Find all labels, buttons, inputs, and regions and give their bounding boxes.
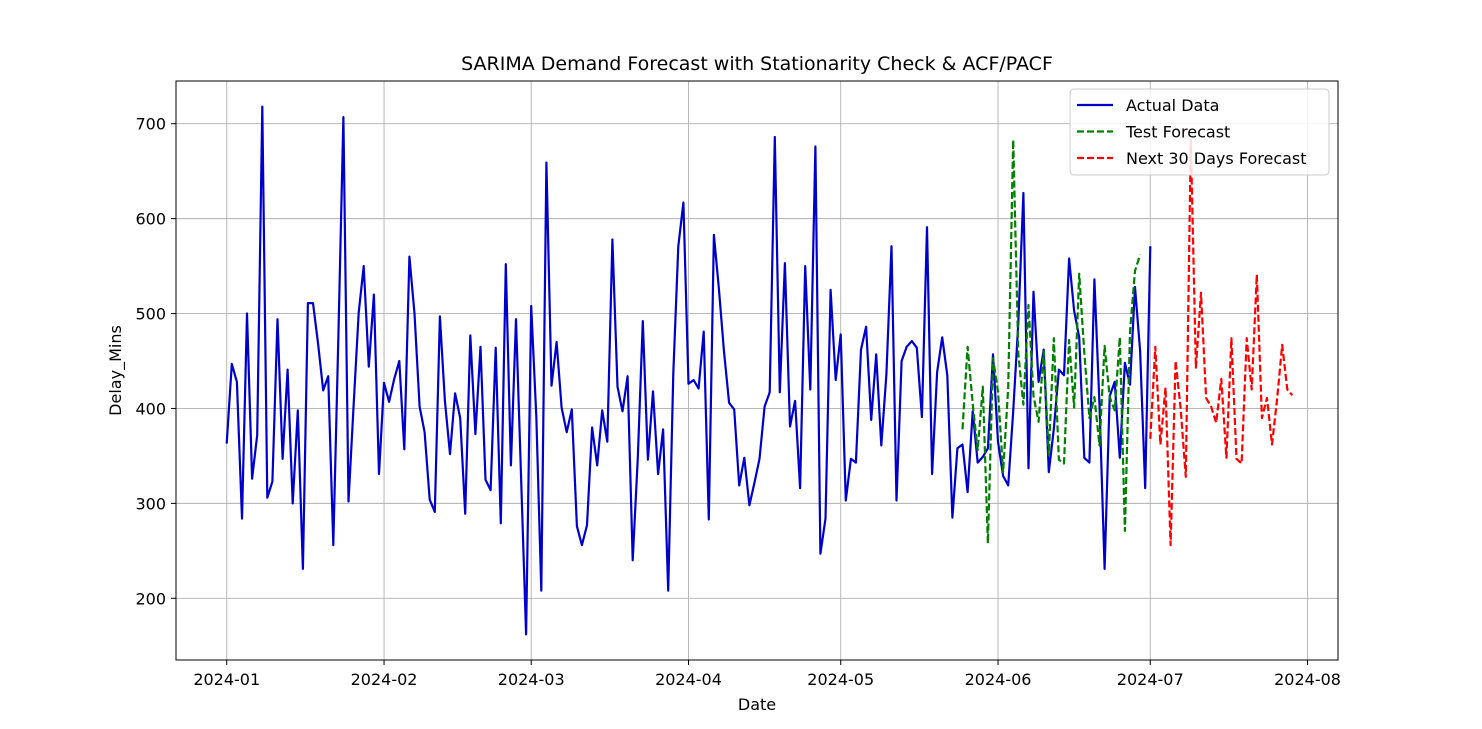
y-tick-label: 600	[135, 210, 166, 229]
x-tick-label: 2024-03	[498, 670, 565, 689]
x-tick-label: 2024-05	[807, 670, 874, 689]
x-tick-label: 2024-07	[1117, 670, 1184, 689]
x-tick-label: 2024-01	[193, 670, 260, 689]
legend: Actual Data Test Forecast Next 30 Days For…	[1069, 88, 1330, 176]
legend-box	[1069, 88, 1330, 176]
x-tick-label: 2024-06	[965, 670, 1032, 689]
series-line-test-forecast	[961, 138, 1142, 545]
series-line-next-30-days-forecast	[1149, 138, 1294, 547]
y-axis: 200 300 400 500 600 700	[135, 115, 176, 608]
legend-entry: Next 30 Days Forecast	[1126, 149, 1307, 168]
series-line-actual-data	[225, 105, 1152, 636]
y-tick-label: 500	[135, 305, 166, 324]
x-axis: 2024-01 2024-02 2024-03 2024-04 2024-05 2024-…	[193, 660, 1341, 689]
series-layer	[225, 105, 1294, 636]
legend-entry: Test Forecast	[1125, 123, 1230, 142]
y-tick-label: 200	[135, 589, 166, 608]
x-tick-label: 2024-04	[655, 670, 722, 689]
chart-title: SARIMA Demand Forecast with Stationarity…	[461, 53, 1053, 75]
plot-frame	[175, 80, 1339, 661]
y-tick-label: 700	[135, 115, 166, 134]
y-tick-label: 400	[135, 399, 166, 418]
x-axis-label: Date	[738, 695, 776, 714]
x-tick-label: 2024-08	[1274, 670, 1341, 689]
x-tick-label: 2024-02	[351, 670, 418, 689]
y-axis-label: Delay_Mins	[106, 325, 126, 416]
y-tick-label: 300	[135, 494, 166, 513]
legend-entry: Actual Data	[1126, 96, 1219, 115]
